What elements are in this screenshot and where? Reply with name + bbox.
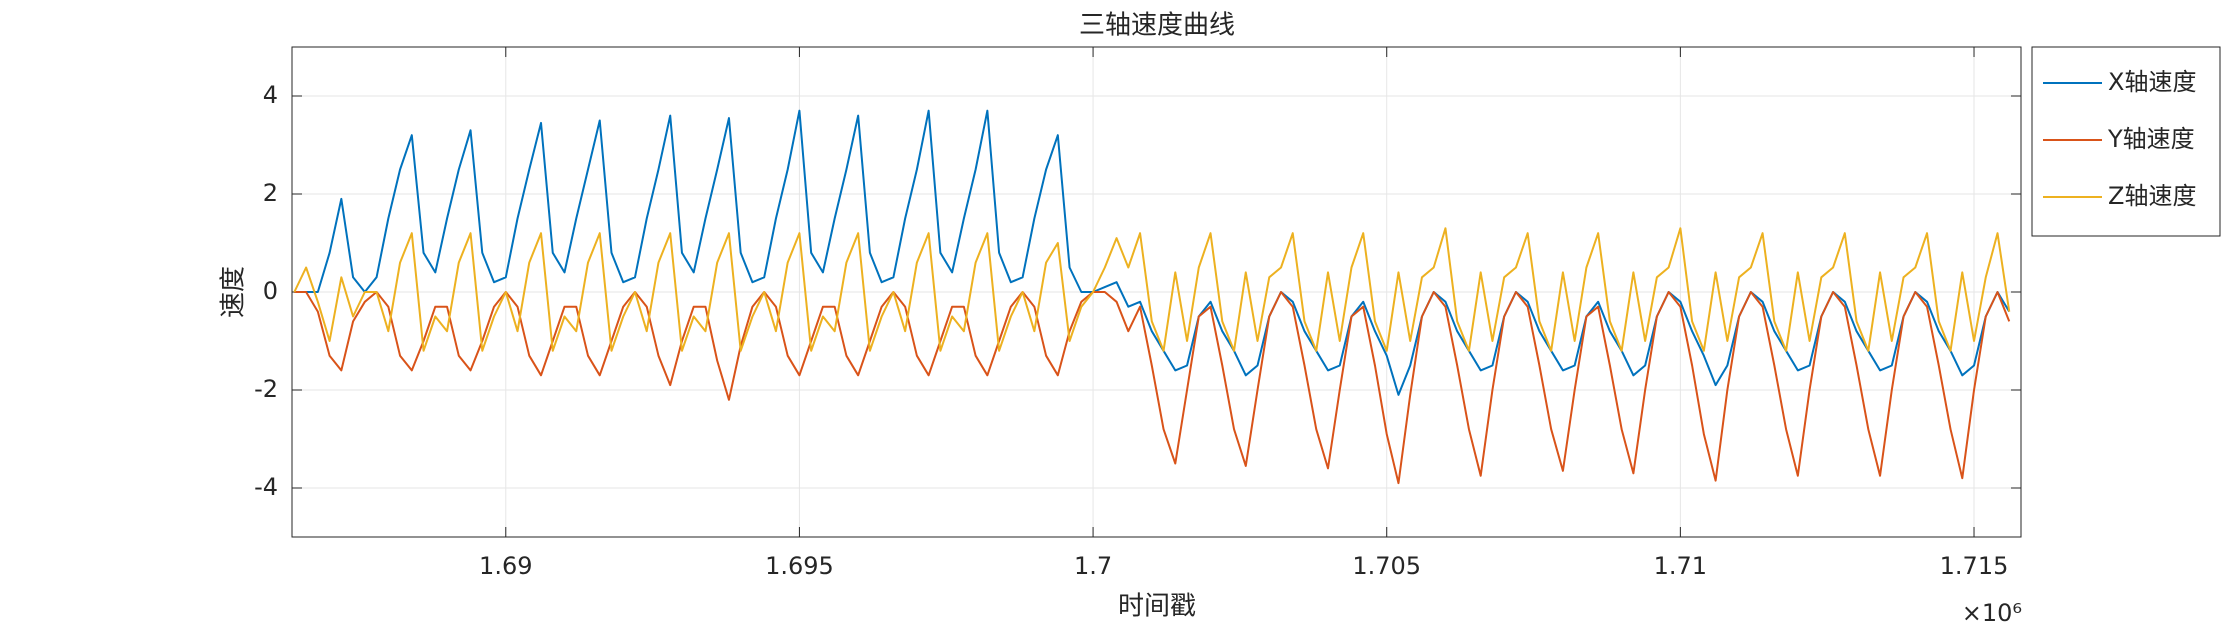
legend-label: Y轴速度 — [2107, 125, 2195, 153]
y-tick-label: -4 — [254, 473, 278, 501]
series-line — [293, 227, 2011, 352]
y-tick-label: 2 — [263, 179, 278, 207]
x-tick-label: 1.7 — [1074, 552, 1112, 580]
x-tick-label: 1.71 — [1654, 552, 1707, 580]
y-axis-label: 速度 — [219, 266, 249, 318]
x-axis-label: 时间戳 — [1118, 592, 1196, 622]
legend-box — [2031, 46, 2221, 237]
x-tick-label: 1.69 — [479, 552, 532, 580]
y-tick-label: 4 — [263, 81, 278, 109]
y-tick-label: 0 — [263, 277, 278, 305]
legend-label: X轴速度 — [2108, 68, 2196, 96]
chart-title: 三轴速度曲线 — [1079, 11, 1235, 41]
x-tick-label: 1.715 — [1940, 552, 2009, 580]
legend-label: Z轴速度 — [2108, 182, 2196, 210]
x-exponent-label: ×10⁶ — [1962, 599, 2022, 627]
series-line — [294, 109, 2011, 396]
plot-frame — [291, 46, 2022, 538]
x-tick-label: 1.695 — [765, 552, 834, 580]
y-tick-label: -2 — [254, 375, 278, 403]
series-line — [294, 291, 2011, 485]
x-tick-label: 1.705 — [1352, 552, 1421, 580]
